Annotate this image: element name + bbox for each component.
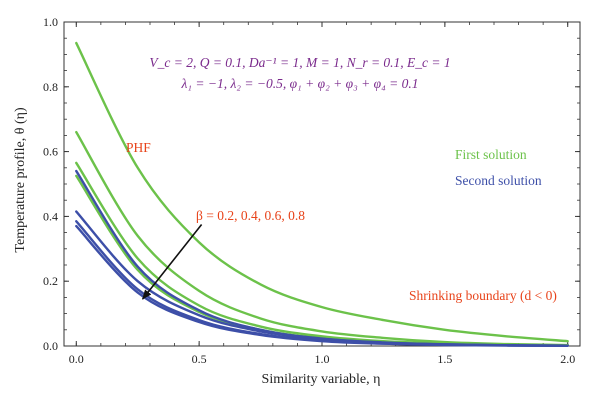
first-solution-curve bbox=[75, 41, 569, 343]
second-solution-label: Second solution bbox=[455, 173, 542, 188]
x-tick-label: 2.0 bbox=[560, 352, 575, 366]
x-axis-label: Similarity variable, η bbox=[262, 372, 381, 387]
y-tick-label: 1.0 bbox=[43, 15, 58, 29]
y-axis-label: Temperature profile, θ (η) bbox=[13, 107, 28, 253]
y-tick-label: 0.0 bbox=[43, 339, 58, 353]
first-solution-label: First solution bbox=[455, 147, 527, 162]
phf-label: PHF bbox=[126, 140, 151, 155]
params-line-1: V_c = 2, Q = 0.1, Da⁻¹ = 1, M = 1, N_r =… bbox=[149, 55, 450, 70]
y-tick-label: 0.6 bbox=[43, 145, 58, 159]
y-tick-label: 0.4 bbox=[43, 209, 58, 223]
y-tick-label: 0.2 bbox=[43, 274, 58, 288]
x-tick-label: 1.0 bbox=[315, 352, 330, 366]
x-tick-label: 0.0 bbox=[69, 352, 84, 366]
x-tick-label: 0.5 bbox=[192, 352, 207, 366]
params-line-2: λ₁ = −1, λ₂ = −0.5, φ₁ + φ₂ + φ₃ + φ₄ = … bbox=[180, 76, 418, 91]
beta-arrow bbox=[142, 224, 203, 300]
beta-values-label: β = 0.2, 0.4, 0.6, 0.8 bbox=[196, 208, 305, 223]
y-tick-label: 0.8 bbox=[43, 80, 58, 94]
shrinking-boundary-label: Shrinking boundary (d < 0) bbox=[409, 288, 557, 303]
x-tick-label: 1.5 bbox=[437, 352, 452, 366]
